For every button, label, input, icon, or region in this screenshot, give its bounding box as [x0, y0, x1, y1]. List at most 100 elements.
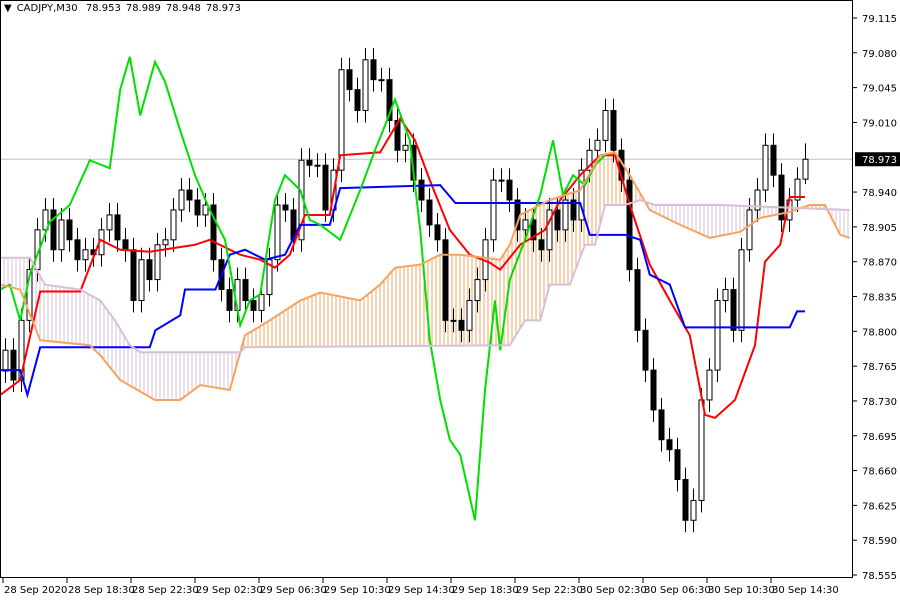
- price-tick-label: 79.080: [862, 49, 897, 60]
- current-price-badge: [855, 152, 900, 167]
- candle-bear: [666, 439, 673, 451]
- candle-bull: [746, 209, 753, 251]
- current-price-label: 78.973: [862, 155, 897, 166]
- price-tick-label: 79.010: [862, 118, 897, 129]
- candle-bear: [130, 249, 137, 301]
- candle-bull: [578, 169, 585, 221]
- candle-bear: [282, 204, 289, 211]
- indicator-lines: [0, 56, 851, 521]
- time-tick-label: 29 Sep 18:30: [452, 585, 519, 596]
- candle-bull: [522, 219, 529, 231]
- candle-bear: [242, 279, 249, 301]
- candle-bull: [498, 179, 505, 182]
- candle-bear: [226, 289, 233, 311]
- candle-bull: [266, 259, 273, 296]
- candle-bear: [10, 349, 17, 381]
- candle-bear: [538, 239, 545, 251]
- candle-bear: [554, 209, 561, 231]
- time-tick-label: 29 Sep 22:30: [516, 585, 583, 596]
- candle-bull: [378, 79, 385, 82]
- price-tick-label: 78.625: [862, 501, 897, 512]
- candle-bear: [674, 449, 681, 481]
- candle-bull: [338, 69, 345, 171]
- candle-bear: [778, 174, 785, 221]
- candle-bear: [210, 204, 217, 261]
- candle-bear: [370, 59, 377, 81]
- candle-bull: [18, 319, 25, 381]
- price-axis[interactable]: 79.115 79.080 79.045 79.010 78.940 78.905 78.8…: [853, 14, 900, 582]
- price-tick-label: 78.660: [862, 467, 897, 478]
- high-value: 78.989: [125, 3, 161, 14]
- candle-bull: [474, 279, 481, 301]
- candle-bear: [570, 199, 577, 221]
- senkou-a-line: [0, 151, 851, 401]
- time-tick-label: 28 Sep 18:30: [68, 585, 135, 596]
- candle-bull: [2, 349, 9, 372]
- price-tick-label: 78.800: [862, 327, 897, 338]
- candle-bull: [162, 239, 169, 246]
- candle-bear: [610, 110, 617, 151]
- candle-bull: [754, 189, 761, 211]
- candle-bear: [146, 259, 153, 281]
- price-tick-label: 79.115: [862, 14, 897, 25]
- candle-bear: [730, 289, 737, 331]
- tenkan-line: [0, 116, 805, 419]
- candle-bull: [690, 499, 697, 521]
- collapse-triangle-icon[interactable]: ▼: [4, 3, 12, 14]
- time-tick-label: 29 Sep 10:30: [324, 585, 391, 596]
- candle-bear: [66, 219, 73, 241]
- candle-bear: [642, 329, 649, 371]
- candle-bear: [506, 179, 513, 201]
- candle-bear: [634, 269, 641, 331]
- price-tick-label: 78.590: [862, 536, 897, 547]
- candle-bull: [562, 199, 569, 231]
- candle-bear: [250, 299, 257, 311]
- price-tick-label: 78.730: [862, 397, 897, 408]
- candle-bull: [706, 369, 713, 401]
- open-value: 78.953: [85, 3, 121, 14]
- candle-bull: [794, 178, 801, 201]
- candle-bear: [50, 209, 57, 251]
- candle-bull: [154, 244, 161, 281]
- kijun-line: [0, 184, 805, 399]
- candle-bear: [650, 369, 657, 411]
- candle-bull: [170, 209, 177, 241]
- price-tick-label: 78.835: [862, 293, 897, 304]
- candle-bull: [274, 204, 281, 261]
- candle-bull: [466, 299, 473, 331]
- candle-bull: [258, 294, 265, 311]
- candle-bull: [802, 158, 809, 180]
- price-tick-label: 78.695: [862, 432, 897, 443]
- candle-bull: [314, 164, 321, 167]
- candle-bear: [458, 319, 465, 331]
- candle-bull: [546, 209, 553, 251]
- candle-bull: [594, 139, 601, 151]
- time-tick-label: 28 Sep 22:30: [132, 585, 199, 596]
- candle-bull: [26, 269, 33, 321]
- candle-bear: [122, 239, 129, 251]
- candle-bull: [602, 110, 609, 141]
- candle-bull: [362, 59, 369, 112]
- candle-bull: [738, 249, 745, 331]
- time-tick-label: 29 Sep 02:30: [196, 585, 263, 596]
- candle-bear: [114, 214, 121, 241]
- candle-bear: [682, 479, 689, 521]
- price-tick-label: 78.905: [862, 223, 897, 234]
- candle-bull: [202, 204, 209, 216]
- time-tick-label: 30 Sep 02:30: [580, 585, 647, 596]
- candle-bear: [658, 409, 665, 441]
- time-tick-label: 30 Sep 10:30: [708, 585, 775, 596]
- price-tick-label: 78.870: [862, 258, 897, 269]
- candle-bull: [42, 209, 49, 231]
- time-tick-label: 28 Sep 2020: [4, 585, 67, 596]
- candle-bear: [770, 144, 777, 176]
- candle-bear: [322, 164, 329, 211]
- chart-header: ▼ CADJPY,M30 78.953 78.989 78.948 78.973: [4, 3, 246, 14]
- candle-bear: [394, 119, 401, 151]
- candle-bull: [58, 219, 65, 251]
- candle-bear: [530, 219, 537, 241]
- candle-bull: [106, 214, 113, 231]
- candle-bull: [82, 249, 89, 261]
